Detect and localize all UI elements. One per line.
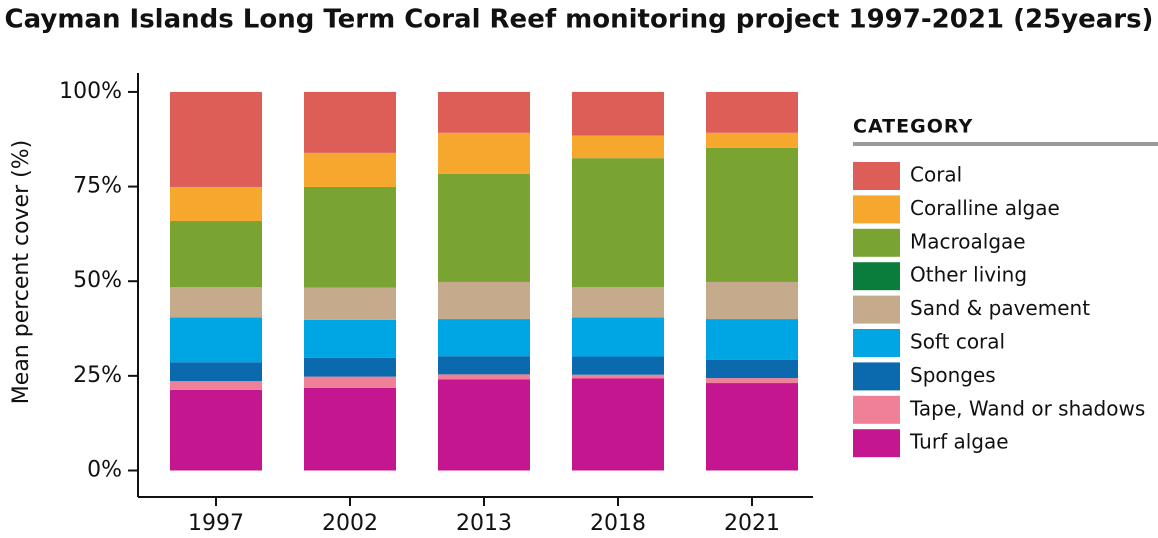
legend-label: Sand & pavement bbox=[910, 296, 1090, 320]
bar-segment bbox=[438, 319, 530, 357]
bar-segment bbox=[438, 379, 530, 471]
x-tick-label: 2002 bbox=[322, 511, 378, 536]
x-tick-label: 1997 bbox=[188, 511, 244, 536]
legend-swatch bbox=[853, 362, 900, 391]
bar-segment bbox=[572, 91, 664, 136]
legend-swatch bbox=[853, 329, 900, 357]
legend-label: Coral bbox=[910, 163, 962, 187]
legend-swatch bbox=[853, 262, 900, 291]
bar-segment bbox=[572, 317, 664, 357]
bar-segment bbox=[706, 383, 798, 471]
bar-segment bbox=[438, 91, 530, 133]
bar-segment bbox=[706, 359, 798, 379]
bar-segment bbox=[572, 356, 664, 375]
bar-segment bbox=[706, 91, 798, 133]
legend-label: Turf algae bbox=[909, 430, 1009, 454]
legend-swatch bbox=[853, 162, 900, 190]
bar-segment bbox=[304, 387, 396, 471]
bar-segment bbox=[304, 376, 396, 388]
bar-segment bbox=[304, 319, 396, 358]
y-tick-label: 50% bbox=[73, 268, 122, 293]
bar-segment bbox=[706, 319, 798, 360]
bar-segment bbox=[438, 374, 530, 380]
y-tick-label: 0% bbox=[87, 458, 122, 483]
bar-segment bbox=[572, 374, 664, 379]
y-tick-label: 75% bbox=[73, 174, 122, 199]
legend-swatch bbox=[853, 429, 900, 458]
bar-segment bbox=[304, 91, 396, 153]
bar-segment bbox=[572, 135, 664, 159]
bar-segment bbox=[304, 357, 396, 377]
legend-label: Tape, Wand or shadows bbox=[909, 396, 1145, 420]
bar-segment bbox=[304, 152, 396, 187]
legend-label: Sponges bbox=[910, 363, 996, 387]
bar-segment bbox=[572, 158, 664, 288]
bar-segment bbox=[170, 186, 262, 222]
bar-segment bbox=[438, 132, 530, 174]
x-tick-label: 2018 bbox=[590, 511, 646, 536]
bar-segment bbox=[572, 287, 664, 318]
legend-title: CATEGORY bbox=[853, 116, 973, 138]
bar-segment bbox=[706, 132, 798, 148]
bar-segment bbox=[304, 287, 396, 320]
legend-swatch bbox=[853, 228, 900, 257]
legend-swatch bbox=[853, 395, 900, 424]
bar-segment bbox=[170, 91, 262, 187]
bar-segment bbox=[170, 381, 262, 390]
bar-segment bbox=[170, 221, 262, 288]
legend-label: Macroalgae bbox=[910, 229, 1026, 253]
bar-segment bbox=[706, 147, 798, 282]
bar-segment bbox=[438, 281, 530, 320]
bar-segment bbox=[170, 287, 262, 318]
legend-swatch bbox=[853, 195, 900, 224]
bar-segment bbox=[706, 378, 798, 384]
bar-segment bbox=[572, 378, 664, 471]
bar-segment bbox=[170, 389, 262, 471]
x-tick-label: 2013 bbox=[456, 511, 512, 536]
bar-segment bbox=[170, 317, 262, 363]
bar-segment bbox=[304, 186, 396, 288]
y-axis-label: Mean percent cover (%) bbox=[9, 140, 34, 404]
y-tick-label: 100% bbox=[59, 79, 122, 104]
bar-segment bbox=[438, 356, 530, 375]
legend-label: Coralline algae bbox=[910, 196, 1060, 220]
chart-title: Cayman Islands Long Term Coral Reef moni… bbox=[5, 5, 1154, 35]
bar-segment bbox=[438, 173, 530, 282]
x-tick-label: 2021 bbox=[724, 511, 780, 536]
bar-segment bbox=[706, 281, 798, 320]
bar-segment bbox=[170, 362, 262, 382]
legend-label: Other living bbox=[910, 263, 1027, 287]
legend-label: Soft coral bbox=[910, 330, 1005, 354]
legend-swatch bbox=[853, 295, 900, 324]
y-tick-label: 25% bbox=[73, 363, 122, 388]
